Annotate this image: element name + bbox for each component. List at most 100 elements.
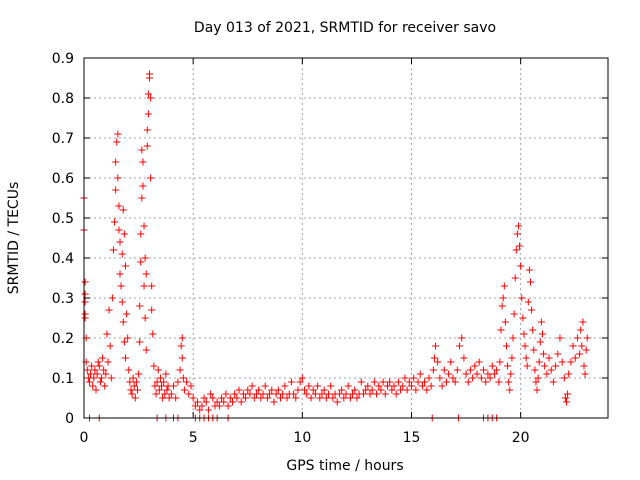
data-point [366, 390, 374, 398]
data-point [416, 370, 424, 378]
data-point [549, 378, 557, 386]
data-point [92, 386, 100, 394]
data-point [176, 366, 184, 374]
data-point [153, 378, 161, 386]
data-point [322, 394, 330, 402]
data-point [388, 386, 396, 394]
data-point [298, 374, 306, 382]
data-point [81, 314, 89, 322]
x-tick-label: 0 [80, 430, 89, 446]
data-point [381, 390, 389, 398]
data-point [545, 354, 553, 362]
data-point [106, 342, 114, 350]
data-point [174, 378, 182, 386]
data-point [274, 386, 282, 394]
data-point [522, 354, 530, 362]
data-point [397, 386, 405, 394]
data-point [329, 394, 337, 402]
data-point [113, 138, 121, 146]
data-point [340, 394, 348, 402]
data-point [569, 342, 577, 350]
y-tick-label: 0.2 [52, 331, 74, 347]
data-point [325, 390, 333, 398]
data-point [543, 370, 551, 378]
data-point [147, 174, 155, 182]
data-point [473, 370, 481, 378]
data-point [151, 382, 159, 390]
data-point [120, 230, 128, 238]
data-point [142, 346, 150, 354]
data-point [115, 226, 123, 234]
data-point [581, 370, 589, 378]
data-point [209, 394, 217, 402]
data-point [307, 394, 315, 402]
data-point [565, 370, 573, 378]
data-point [149, 330, 157, 338]
data-point [405, 378, 413, 386]
plot-frame [83, 57, 609, 419]
data-point [126, 378, 134, 386]
data-point [296, 378, 304, 386]
data-point [248, 382, 256, 390]
data-point [250, 394, 258, 402]
data-point [266, 390, 274, 398]
data-point [410, 374, 418, 382]
data-point [563, 398, 571, 406]
data-point [484, 370, 492, 378]
data-point [498, 302, 506, 310]
data-point [87, 370, 95, 378]
data-point [442, 378, 450, 386]
data-point [165, 394, 173, 402]
data-point [462, 370, 470, 378]
data-point [138, 194, 146, 202]
data-point [163, 386, 171, 394]
data-point [333, 398, 341, 406]
data-point [114, 174, 122, 182]
y-axis-label: SRMTID / TECUs [6, 182, 22, 295]
data-point [196, 406, 204, 414]
data-point [523, 362, 531, 370]
data-point [105, 306, 113, 314]
data-point [493, 366, 501, 374]
data-point [524, 298, 532, 306]
y-tick-label: 0.3 [52, 291, 74, 307]
data-point [573, 334, 581, 342]
data-point [81, 278, 89, 286]
data-point [246, 390, 254, 398]
data-point [451, 378, 459, 386]
data-point [183, 378, 191, 386]
x-axis-label: GPS time / hours [286, 458, 403, 474]
data-point [121, 354, 129, 362]
data-point [117, 282, 125, 290]
data-point [147, 94, 155, 102]
data-point [582, 346, 590, 354]
data-point [318, 390, 326, 398]
data-point [414, 378, 422, 386]
data-point [567, 358, 575, 366]
data-point [226, 394, 234, 402]
data-point [445, 370, 453, 378]
data-point [141, 254, 149, 262]
data-point [429, 366, 437, 374]
data-point [320, 386, 328, 394]
y-tick-label: 0.1 [52, 371, 74, 387]
data-point [89, 382, 97, 390]
data-point [135, 370, 143, 378]
data-point [142, 270, 150, 278]
data-point [506, 386, 514, 394]
data-point [379, 378, 387, 386]
data-point [83, 366, 91, 374]
data-point [137, 258, 145, 266]
data-point [394, 378, 402, 386]
data-point [114, 130, 122, 138]
data-point [118, 298, 126, 306]
y-tick-label: 0.4 [52, 251, 74, 267]
y-tick-label: 0.5 [52, 211, 74, 227]
data-point [224, 402, 232, 410]
data-point [505, 378, 513, 386]
data-point [499, 294, 507, 302]
data-point [148, 306, 156, 314]
data-point [495, 378, 503, 386]
data-point [464, 378, 472, 386]
data-point [512, 246, 520, 254]
